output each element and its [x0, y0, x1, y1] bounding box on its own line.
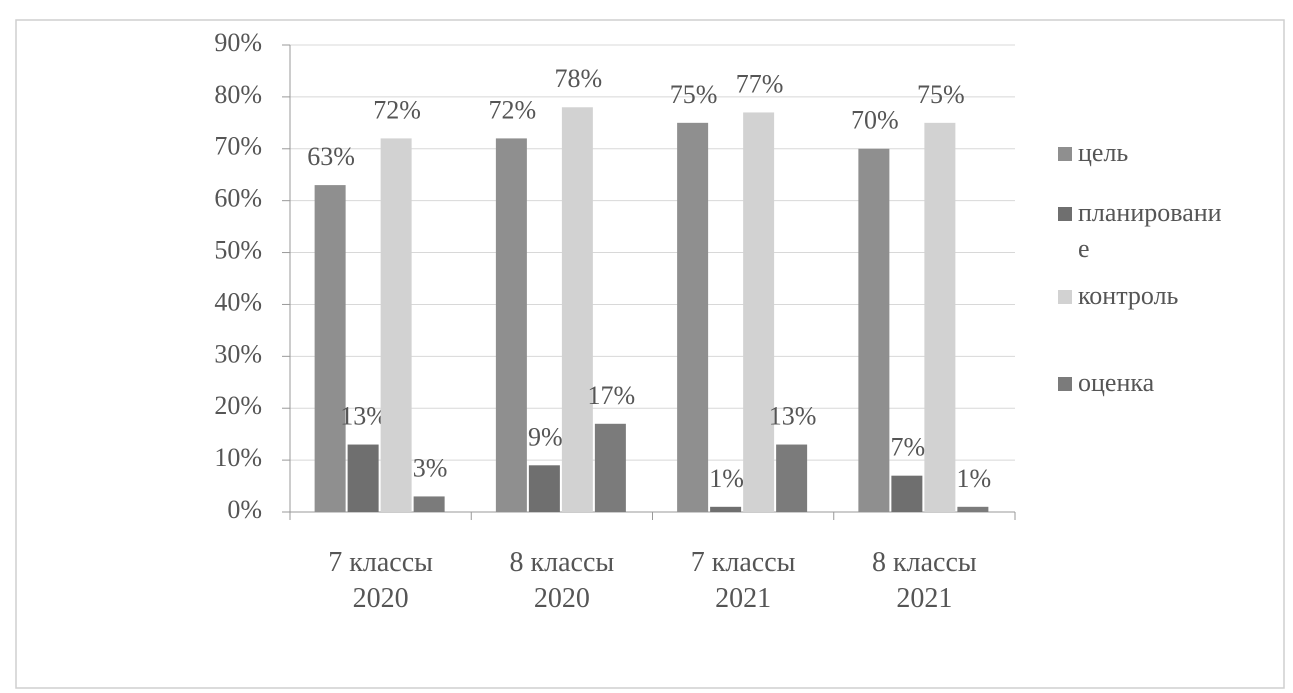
data-label: 9%	[528, 422, 563, 451]
bar	[314, 185, 346, 512]
data-label: 13%	[340, 402, 388, 431]
data-label: 7%	[891, 433, 926, 462]
data-label: 75%	[670, 80, 718, 109]
bar	[924, 122, 956, 512]
bar	[957, 506, 989, 512]
y-tick-label: 80%	[214, 80, 262, 109]
data-label: 1%	[957, 464, 992, 493]
bar	[380, 138, 412, 512]
legend-entry: цель	[1058, 135, 1228, 171]
data-label: 72%	[489, 95, 537, 124]
legend-entry: оценка	[1058, 365, 1228, 401]
x-tick-label: 7 классы 2020	[328, 547, 433, 614]
bar	[528, 465, 560, 512]
legend-swatch	[1058, 377, 1072, 391]
data-label: 63%	[307, 142, 355, 171]
bar	[347, 444, 379, 512]
frame	[15, 19, 1285, 689]
bar	[677, 122, 709, 512]
legend-swatch	[1058, 290, 1072, 304]
data-label: 1%	[709, 464, 744, 493]
x-tick-label: 8 классы 2020	[509, 547, 615, 614]
bar	[858, 148, 890, 512]
bar	[776, 444, 808, 512]
data-label: 17%	[588, 381, 636, 410]
y-tick-label: 90%	[214, 28, 262, 57]
bar	[743, 112, 775, 512]
data-label: 75%	[917, 80, 965, 109]
legend-entry: контроль	[1058, 278, 1228, 314]
y-tick-label: 50%	[214, 236, 262, 265]
data-label: 3%	[413, 453, 448, 482]
legend-swatch	[1058, 147, 1072, 161]
y-tick-label: 20%	[214, 391, 262, 420]
bar	[891, 475, 923, 512]
x-tick-label: 8 классы 2021	[872, 547, 977, 614]
bar	[561, 107, 593, 513]
data-label: 78%	[555, 64, 603, 93]
bar	[594, 423, 626, 512]
x-tick-label: 7 классы 2021	[690, 547, 796, 614]
y-tick-label: 60%	[214, 184, 262, 213]
y-tick-label: 40%	[214, 287, 262, 316]
bar	[413, 496, 445, 512]
y-tick-label: 70%	[214, 132, 262, 161]
y-tick-label: 0%	[227, 495, 262, 524]
data-label: 13%	[769, 402, 817, 431]
y-tick-label: 10%	[214, 443, 262, 472]
data-label: 72%	[373, 95, 421, 124]
data-label: 70%	[851, 106, 899, 135]
bar	[710, 506, 742, 512]
legend-swatch	[1058, 207, 1072, 221]
legend-entry: планирование	[1058, 195, 1228, 267]
bar	[495, 138, 527, 512]
y-tick-label: 30%	[214, 339, 262, 368]
data-label: 77%	[736, 69, 784, 98]
